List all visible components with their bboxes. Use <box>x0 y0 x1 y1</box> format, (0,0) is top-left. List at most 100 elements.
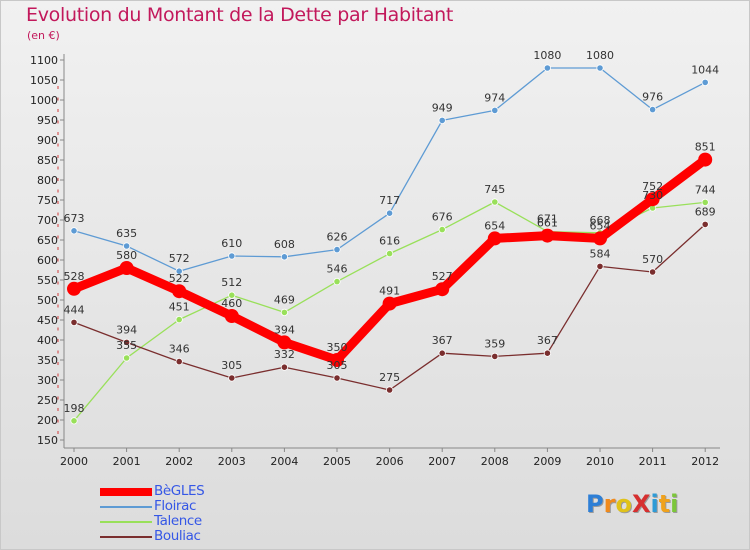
y-tick-label: 750 <box>37 194 58 207</box>
x-tick-label: 2000 <box>60 455 88 468</box>
data-point-bouliac <box>438 349 446 357</box>
data-label-talence: 671 <box>537 213 558 226</box>
y-tick-label: 700 <box>37 214 58 227</box>
y-tick-label: 950 <box>37 114 58 127</box>
data-label-bègles: 851 <box>695 141 716 154</box>
logo-letter: X <box>631 490 651 518</box>
x-tick-label: 2004 <box>270 455 298 468</box>
data-label-bègles: 460 <box>221 297 242 310</box>
data-point-talence <box>491 198 499 206</box>
data-point-floirac <box>70 227 78 235</box>
data-label-bouliac: 689 <box>695 205 716 218</box>
y-tick-label: 800 <box>37 174 58 187</box>
data-label-bègles: 491 <box>379 285 400 298</box>
data-point-bouliac <box>123 338 131 346</box>
data-label-floirac: 608 <box>274 238 295 251</box>
x-tick-label: 2012 <box>691 455 719 468</box>
data-label-bouliac: 305 <box>327 359 348 372</box>
data-point-bègles <box>119 261 134 275</box>
data-label-talence: 616 <box>379 235 400 248</box>
y-tick-label: 450 <box>37 314 58 327</box>
data-point-floirac <box>175 267 183 275</box>
data-point-talence <box>280 308 288 316</box>
legend-label: Bouliac <box>154 528 201 544</box>
data-point-bègles <box>698 152 713 167</box>
data-point-bouliac <box>175 357 183 366</box>
y-tick-label: 150 <box>37 434 58 447</box>
data-label-bègles: 522 <box>169 272 190 285</box>
data-point-floirac <box>438 116 446 125</box>
legend-swatch <box>100 536 152 538</box>
data-point-floirac <box>123 242 131 250</box>
y-tick-label: 350 <box>37 354 58 367</box>
data-point-floirac <box>280 253 288 261</box>
x-tick-label: 2006 <box>376 455 404 468</box>
data-point-bègles <box>277 335 292 350</box>
y-tick-label: 1000 <box>30 94 58 107</box>
data-point-floirac <box>491 106 499 115</box>
data-label-talence: 730 <box>642 189 663 202</box>
data-point-talence <box>70 417 78 425</box>
data-point-bouliac <box>70 318 78 326</box>
x-tick-label: 2008 <box>481 455 509 468</box>
data-point-bouliac <box>701 220 709 228</box>
data-point-bègles <box>330 353 344 367</box>
x-tick-label: 2009 <box>533 455 561 468</box>
data-point-bouliac <box>280 363 288 371</box>
data-label-floirac: 673 <box>64 212 85 225</box>
y-tick-label: 650 <box>37 234 58 247</box>
data-point-floirac <box>701 78 709 87</box>
logo-letter: r <box>603 490 616 518</box>
data-label-floirac: 976 <box>642 91 663 104</box>
data-point-bègles <box>435 282 450 297</box>
data-label-bouliac: 367 <box>432 334 453 347</box>
data-label-floirac: 635 <box>116 227 137 240</box>
data-point-talence <box>438 226 446 234</box>
data-point-bègles <box>487 231 502 246</box>
logo-letter: t <box>658 490 671 518</box>
legend-label: Floirac <box>154 498 196 514</box>
data-label-talence: 745 <box>484 183 505 196</box>
data-point-bouliac <box>228 374 236 382</box>
data-label-floirac: 717 <box>379 194 400 207</box>
data-label-bouliac: 359 <box>484 337 505 350</box>
y-tick-label: 850 <box>37 154 58 167</box>
logo-letter: o <box>615 490 632 518</box>
legend-label: Talence <box>154 513 202 529</box>
data-point-bègles <box>593 231 607 246</box>
data-point-floirac <box>596 64 604 72</box>
data-point-bouliac <box>385 386 394 394</box>
data-label-bègles: 580 <box>116 249 137 262</box>
data-label-talence: 469 <box>274 293 295 306</box>
data-label-bègles: 528 <box>64 270 85 283</box>
data-label-floirac: 1080 <box>586 49 614 62</box>
data-label-bègles: 527 <box>432 270 453 283</box>
data-point-bouliac <box>491 352 499 360</box>
legend-swatch <box>100 488 152 496</box>
data-label-talence: 676 <box>432 211 453 224</box>
data-label-floirac: 974 <box>484 91 505 104</box>
data-point-bègles <box>172 284 187 299</box>
data-point-bouliac <box>543 349 552 357</box>
data-point-talence <box>701 198 709 206</box>
logo-letter: P <box>586 490 604 518</box>
legend-label: BèGLES <box>154 483 205 499</box>
x-tick-label: 2011 <box>639 455 667 468</box>
y-tick-label: 300 <box>37 374 58 387</box>
data-point-floirac <box>228 252 236 260</box>
x-tick-label: 2007 <box>428 455 456 468</box>
data-point-bouliac <box>648 268 657 276</box>
y-tick-label: 900 <box>37 134 58 147</box>
data-label-bègles: 752 <box>642 180 663 193</box>
data-point-talence <box>385 250 394 258</box>
data-label-bègles: 654 <box>484 219 505 232</box>
data-label-floirac: 1044 <box>691 63 719 76</box>
x-tick-label: 2001 <box>113 455 141 468</box>
logo-letter: i <box>670 490 679 518</box>
y-tick-label: 200 <box>37 414 58 427</box>
data-label-floirac: 572 <box>169 252 190 265</box>
data-label-bègles: 394 <box>274 323 295 336</box>
y-tick-label: 400 <box>37 334 58 347</box>
